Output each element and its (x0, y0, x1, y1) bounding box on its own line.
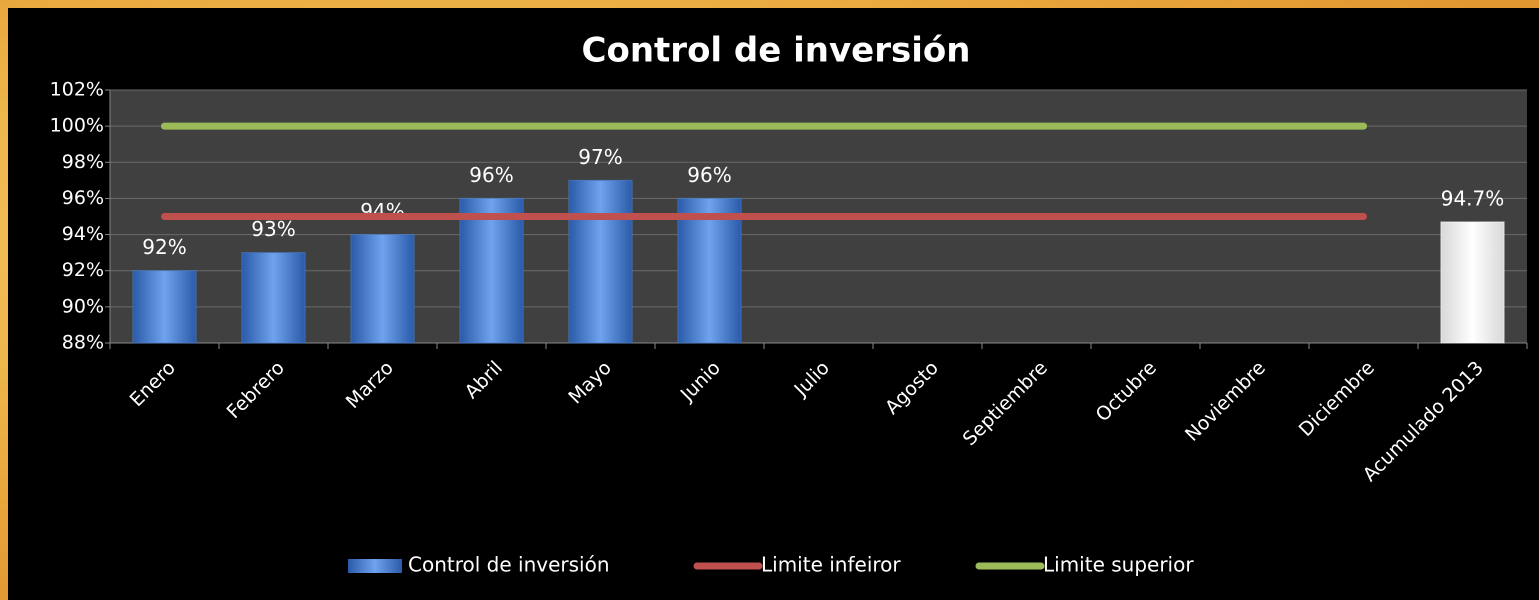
y-tick-label: 98% (62, 151, 104, 173)
bar (677, 197, 742, 344)
y-tick-label: 88% (62, 332, 104, 354)
legend-swatch (348, 559, 402, 573)
bar (350, 234, 415, 344)
data-label: 92% (142, 235, 186, 259)
y-tick-label: 102% (50, 79, 104, 101)
y-tick-label: 94% (62, 223, 104, 245)
data-label: 96% (469, 163, 513, 187)
bar (132, 270, 197, 344)
data-label: 97% (578, 145, 622, 169)
data-label: 96% (687, 163, 731, 187)
bar (459, 197, 524, 344)
bar (568, 179, 633, 344)
y-tick-label: 92% (62, 259, 104, 281)
data-label: 94.7% (1441, 186, 1505, 210)
legend-label: Limite infeiror (761, 553, 901, 577)
y-tick-label: 96% (62, 187, 104, 209)
data-label: 93% (251, 217, 295, 241)
legend-label: Control de inversión (408, 553, 610, 577)
bar (1440, 221, 1505, 344)
legend-label: Limite superior (1043, 553, 1194, 577)
y-tick-label: 90% (62, 295, 104, 317)
y-tick-label: 100% (50, 115, 104, 137)
chart-title: Control de inversión (582, 31, 971, 71)
bar (241, 252, 306, 344)
